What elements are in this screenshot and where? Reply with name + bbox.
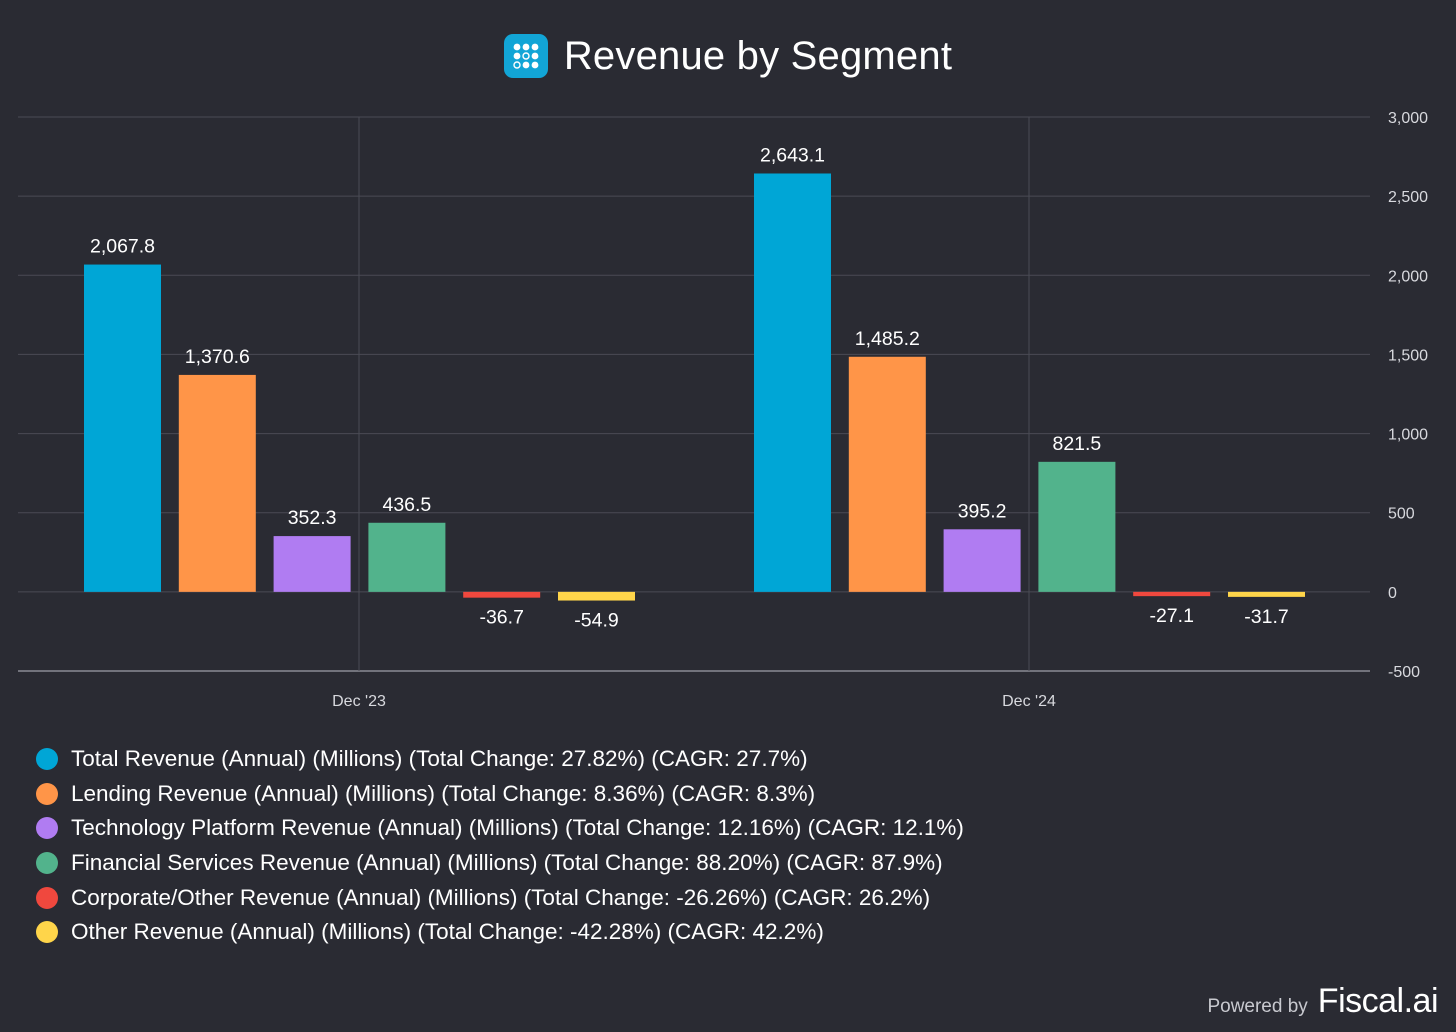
chart-legend: Total Revenue (Annual) (Millions) (Total… xyxy=(36,742,964,950)
legend-item[interactable]: Other Revenue (Annual) (Millions) (Total… xyxy=(36,915,964,950)
y-tick-label: -500 xyxy=(1388,664,1420,681)
legend-label: Total Revenue (Annual) (Millions) (Total… xyxy=(71,746,808,772)
data-label: 821.5 xyxy=(1052,433,1101,455)
bar xyxy=(1038,461,1116,592)
y-tick-label: 0 xyxy=(1388,585,1397,602)
legend-label: Lending Revenue (Annual) (Millions) (Tot… xyxy=(71,780,816,806)
legend-item[interactable]: Financial Services Revenue (Annual) (Mil… xyxy=(36,846,964,881)
data-label: -54.9 xyxy=(574,610,618,632)
bar xyxy=(1133,591,1211,597)
legend-item[interactable]: Total Revenue (Annual) (Millions) (Total… xyxy=(36,742,964,777)
bar xyxy=(1228,591,1305,597)
data-label: 352.3 xyxy=(288,507,337,529)
data-label: 2,643.1 xyxy=(760,144,825,166)
bar xyxy=(558,591,635,601)
bar xyxy=(463,591,541,598)
legend-color-dot-icon xyxy=(36,886,58,909)
data-label: -27.1 xyxy=(1149,605,1193,627)
bar xyxy=(754,173,831,592)
y-tick-label: 2,500 xyxy=(1388,189,1428,206)
data-label: -31.7 xyxy=(1244,606,1288,628)
bar xyxy=(848,356,926,592)
legend-item[interactable]: Corporate/Other Revenue (Annual) (Millio… xyxy=(36,880,964,915)
legend-label: Corporate/Other Revenue (Annual) (Millio… xyxy=(71,884,931,910)
data-label: -36.7 xyxy=(479,607,523,629)
grid-dots-logo-icon xyxy=(503,34,548,78)
legend-label: Other Revenue (Annual) (Millions) (Total… xyxy=(71,919,824,945)
powered-by-text: Powered by xyxy=(1207,996,1308,1017)
y-tick-label: 1,500 xyxy=(1388,347,1428,364)
data-label: 436.5 xyxy=(382,494,431,516)
y-tick-label: 3,000 xyxy=(1388,110,1428,127)
y-tick-label: 1,000 xyxy=(1388,427,1428,444)
legend-color-dot-icon xyxy=(36,852,58,875)
legend-item[interactable]: Technology Platform Revenue (Annual) (Mi… xyxy=(36,811,964,846)
bar xyxy=(84,264,161,592)
legend-item[interactable]: Lending Revenue (Annual) (Millions) (Tot… xyxy=(36,777,964,812)
x-tick-label: Dec '24 xyxy=(1002,693,1056,710)
legend-color-dot-icon xyxy=(36,817,58,840)
legend-label: Financial Services Revenue (Annual) (Mil… xyxy=(71,850,943,876)
data-label: 2,067.8 xyxy=(90,236,155,258)
chart-title: Revenue by Segment xyxy=(563,33,953,78)
legend-label: Technology Platform Revenue (Annual) (Mi… xyxy=(71,815,964,841)
chart-header: Revenue by Segment xyxy=(0,28,1456,84)
bar-chart: 3,000 2,500 2,000 1,500 1,000 500 0 -500 Dec '23… xyxy=(18,110,1428,710)
data-label: 395.2 xyxy=(958,500,1007,522)
legend-color-dot-icon xyxy=(36,782,58,805)
data-label: 1,370.6 xyxy=(185,346,250,368)
bar xyxy=(368,522,446,592)
footer: Powered by Fiscal.ai xyxy=(1207,982,1438,1022)
legend-color-dot-icon xyxy=(36,748,58,771)
bar xyxy=(943,529,1021,592)
x-tick-label: Dec '23 xyxy=(332,693,386,710)
y-tick-label: 2,000 xyxy=(1388,268,1428,285)
legend-color-dot-icon xyxy=(36,921,58,944)
bar xyxy=(273,536,351,592)
data-label: 1,485.2 xyxy=(855,328,920,350)
brand-logo-text: Fiscal.ai xyxy=(1317,982,1439,1020)
y-tick-label: 500 xyxy=(1388,506,1415,523)
bar xyxy=(178,374,256,592)
